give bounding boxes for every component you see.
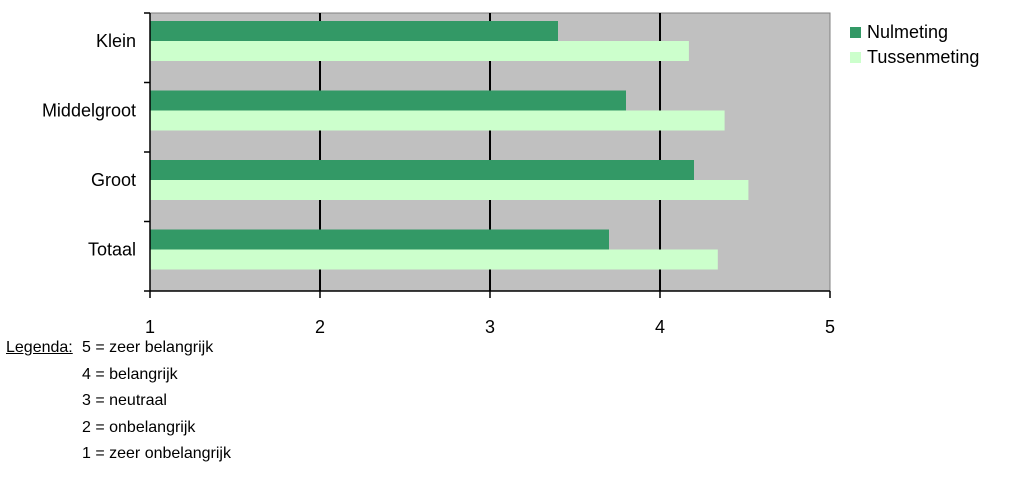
y-category-label: Klein xyxy=(96,31,136,51)
bar-tussenmeting-middelgroot xyxy=(150,110,725,131)
scale-legend-item: 5 = zeer belangrijk xyxy=(82,339,214,356)
scale-legend-title: Legenda: xyxy=(6,339,73,356)
bar-chart: 1 2 3 4 5 Klein Middelgroot Groot Totaal xyxy=(42,12,835,337)
bar-tussenmeting-totaal xyxy=(150,249,718,270)
bar-nulmeting-middelgroot xyxy=(150,90,626,111)
bar-tussenmeting-klein xyxy=(150,41,689,61)
y-category-label: Groot xyxy=(91,170,136,190)
legend-swatch-tussenmeting xyxy=(850,52,861,63)
scale-legend-item: 2 = onbelangrijk xyxy=(82,418,196,436)
legend-label-tussenmeting: Tussenmeting xyxy=(867,47,980,67)
legend-item-nulmeting: Nulmeting xyxy=(850,20,979,45)
y-category-label: Middelgroot xyxy=(42,101,136,121)
scale-legend-item: 4 = belangrijk xyxy=(82,365,178,383)
scale-legend-item: 1 = zeer onbelangrijk xyxy=(82,445,231,462)
legend-item-tussenmeting: Tussenmeting xyxy=(850,45,979,70)
x-tick-label: 4 xyxy=(655,317,665,337)
bar-nulmeting-klein xyxy=(150,21,558,41)
bar-tussenmeting-groot xyxy=(150,180,749,200)
scale-legend-list: 5 = zeer belangrijk 4 = belangrijk 3 = n… xyxy=(82,339,231,472)
legend-label-nulmeting: Nulmeting xyxy=(867,22,949,42)
x-tick-label: 1 xyxy=(145,317,155,337)
bar-nulmeting-groot xyxy=(150,160,694,180)
bar-nulmeting-totaal xyxy=(150,229,609,250)
x-tick-label: 3 xyxy=(485,317,495,337)
chart-legend: Nulmeting Tussenmeting xyxy=(850,20,979,70)
x-tick-label: 2 xyxy=(315,317,325,337)
scale-legend-item: 3 = neutraal xyxy=(82,392,167,409)
x-tick-label: 5 xyxy=(825,317,835,337)
y-category-label: Totaal xyxy=(88,240,136,260)
legend-swatch-nulmeting xyxy=(850,27,861,38)
